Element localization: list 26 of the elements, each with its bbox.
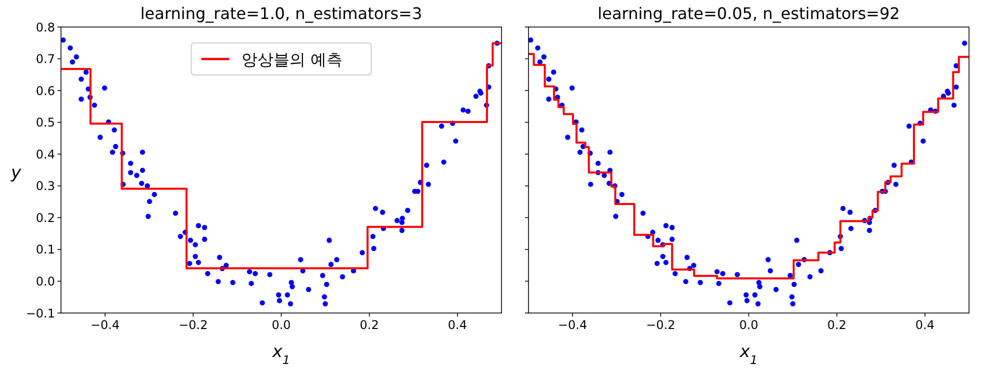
y-tick-label: 0.6 — [36, 84, 55, 98]
x-axis-title: x$_{1}$ — [738, 342, 758, 367]
x-tick-label: 0.4 — [915, 318, 934, 332]
y-tick-label: 0.7 — [36, 52, 55, 66]
y-tick-label: 0.3 — [36, 179, 55, 194]
x-tick-label: 0.4 — [448, 318, 467, 332]
x-axis-title: x$_{1}$ — [271, 342, 290, 367]
x-tick-label: 0.0 — [272, 318, 291, 332]
legend-label: 앙상블의 예측 — [241, 50, 342, 69]
x-tick-label: −0.2 — [178, 318, 208, 332]
y-tick-label: 0.5 — [36, 116, 55, 130]
x-tick-label: 0.0 — [739, 318, 758, 332]
y-tick-label: 0.0 — [36, 274, 55, 289]
y-tick-label: 0.2 — [36, 210, 55, 225]
x-tick-label: −0.4 — [558, 318, 588, 332]
chart-title: learning_rate=0.05, n_estimators=92 — [598, 4, 900, 23]
y-axis-title: y — [10, 163, 22, 183]
chart-title: learning_rate=1.0, n_estimators=3 — [140, 4, 422, 23]
x-tick-label: −0.2 — [646, 318, 676, 332]
y-tick-label: 0.1 — [36, 242, 55, 257]
y-tick-label: −0.1 — [26, 306, 55, 320]
x-tick-label: −0.4 — [90, 318, 120, 332]
y-tick-label: 0.4 — [36, 147, 55, 162]
x-tick-label: 0.2 — [827, 318, 846, 332]
x-tick-label: 0.2 — [360, 318, 379, 332]
y-tick-label: 0.8 — [36, 20, 55, 34]
